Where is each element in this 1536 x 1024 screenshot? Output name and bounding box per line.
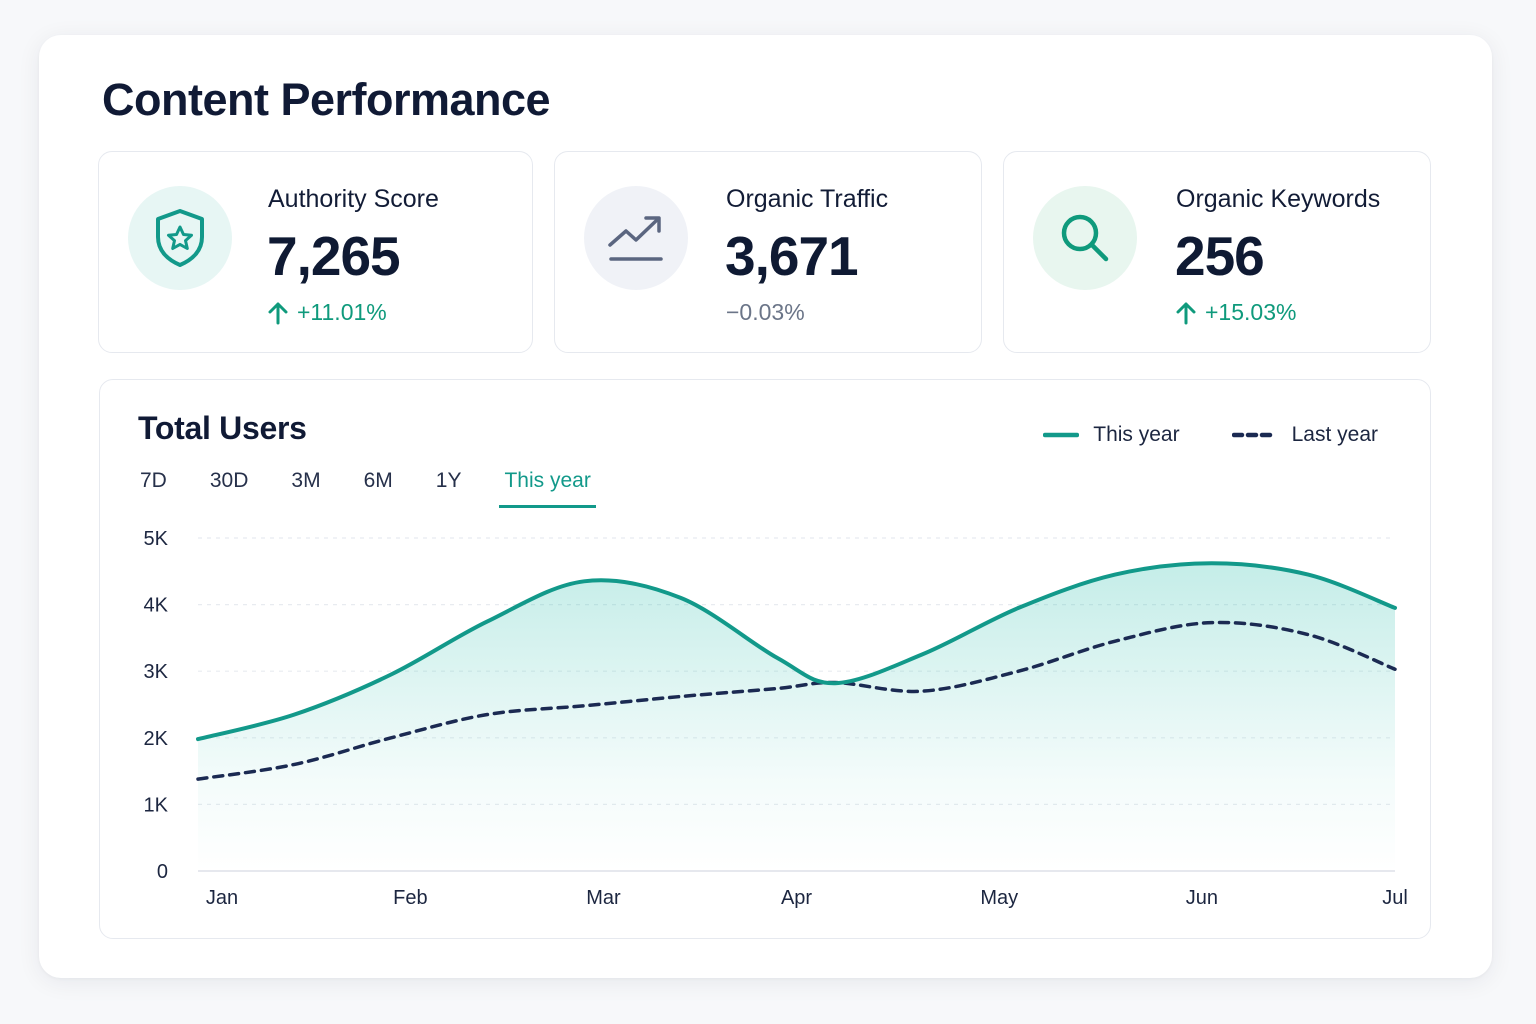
x-tick-label: Feb xyxy=(393,887,427,909)
last-year-series-line xyxy=(196,620,1397,781)
authority-score-card[interactable]: Authority Score 7,265 +11.01% xyxy=(98,151,533,353)
card-value: 256 xyxy=(1175,225,1265,287)
this-year-area-fill xyxy=(198,563,1395,871)
shield-star-icon xyxy=(156,209,204,267)
tab-1y[interactable]: 1Y xyxy=(435,469,462,492)
x-tick-label: Jun xyxy=(1186,887,1218,909)
card-delta: −0.03% xyxy=(726,299,805,326)
page-title: Content Performance xyxy=(102,74,551,125)
chart-legend: This year Last year xyxy=(1043,423,1378,447)
legend-item-last-year[interactable]: Last year xyxy=(1231,423,1378,447)
y-tick-label: 0 xyxy=(157,861,168,883)
y-tick-label: 3K xyxy=(144,661,169,683)
tab-this-year[interactable]: This year xyxy=(499,469,596,508)
legend-label: This year xyxy=(1093,423,1180,446)
search-icon xyxy=(1061,214,1109,262)
x-tick-label: Jan xyxy=(206,887,238,909)
card-label: Authority Score xyxy=(268,185,439,213)
this-year-series-line xyxy=(196,561,1397,742)
tab-6m[interactable]: 6M xyxy=(363,469,393,492)
arrow-up-icon xyxy=(268,302,288,324)
x-tick-label: May xyxy=(980,887,1018,909)
dashed-line-swatch xyxy=(1231,432,1278,438)
y-tick-label: 4K xyxy=(144,595,169,617)
search-icon-badge xyxy=(1033,186,1137,290)
legend-item-this-year[interactable]: This year xyxy=(1043,423,1180,447)
card-value: 7,265 xyxy=(267,225,401,287)
tab-30d[interactable]: 30D xyxy=(209,469,249,492)
card-label: Organic Keywords xyxy=(1176,185,1381,213)
card-delta-value: +15.03% xyxy=(1205,299,1297,325)
trending-up-chart-icon xyxy=(608,216,663,261)
card-delta: +11.01% xyxy=(267,299,387,326)
y-tick-label: 1K xyxy=(144,794,169,816)
tab-3m[interactable]: 3M xyxy=(291,469,321,492)
card-value: 3,671 xyxy=(725,225,859,287)
y-tick-label: 5K xyxy=(144,528,169,550)
x-tick-label: Jul xyxy=(1382,887,1408,909)
arrow-up-icon xyxy=(1176,302,1196,324)
tab-7d[interactable]: 7D xyxy=(140,469,167,492)
x-tick-label: Mar xyxy=(586,887,621,909)
shield-star-icon-badge xyxy=(128,186,232,290)
card-delta-value: −0.03% xyxy=(726,299,805,325)
y-tick-label: 2K xyxy=(144,728,169,750)
solid-line-swatch xyxy=(1043,432,1080,438)
x-tick-label: Apr xyxy=(781,887,812,909)
organic-traffic-card[interactable]: Organic Traffic 3,671 −0.03% xyxy=(554,151,982,353)
total-users-line-chart: 0 1K 2K 3K 4K 5K Jan Feb Mar Apr May Jun Jul xyxy=(144,528,1408,909)
organic-keywords-card[interactable]: Organic Keywords 256 +15.03% xyxy=(1003,151,1431,353)
card-delta: +15.03% xyxy=(1175,299,1296,326)
trending-up-chart-icon-badge xyxy=(584,186,688,290)
chart-title: Total Users xyxy=(138,410,307,446)
time-range-tabs: 7D 30D 3M 6M 1Y This year xyxy=(140,469,639,508)
card-label: Organic Traffic xyxy=(726,185,889,213)
card-delta-value: +11.01% xyxy=(297,299,387,325)
legend-label: Last year xyxy=(1291,423,1378,446)
total-users-chart-card: Total Users This year Last year 7D 30D 3… xyxy=(99,379,1431,939)
